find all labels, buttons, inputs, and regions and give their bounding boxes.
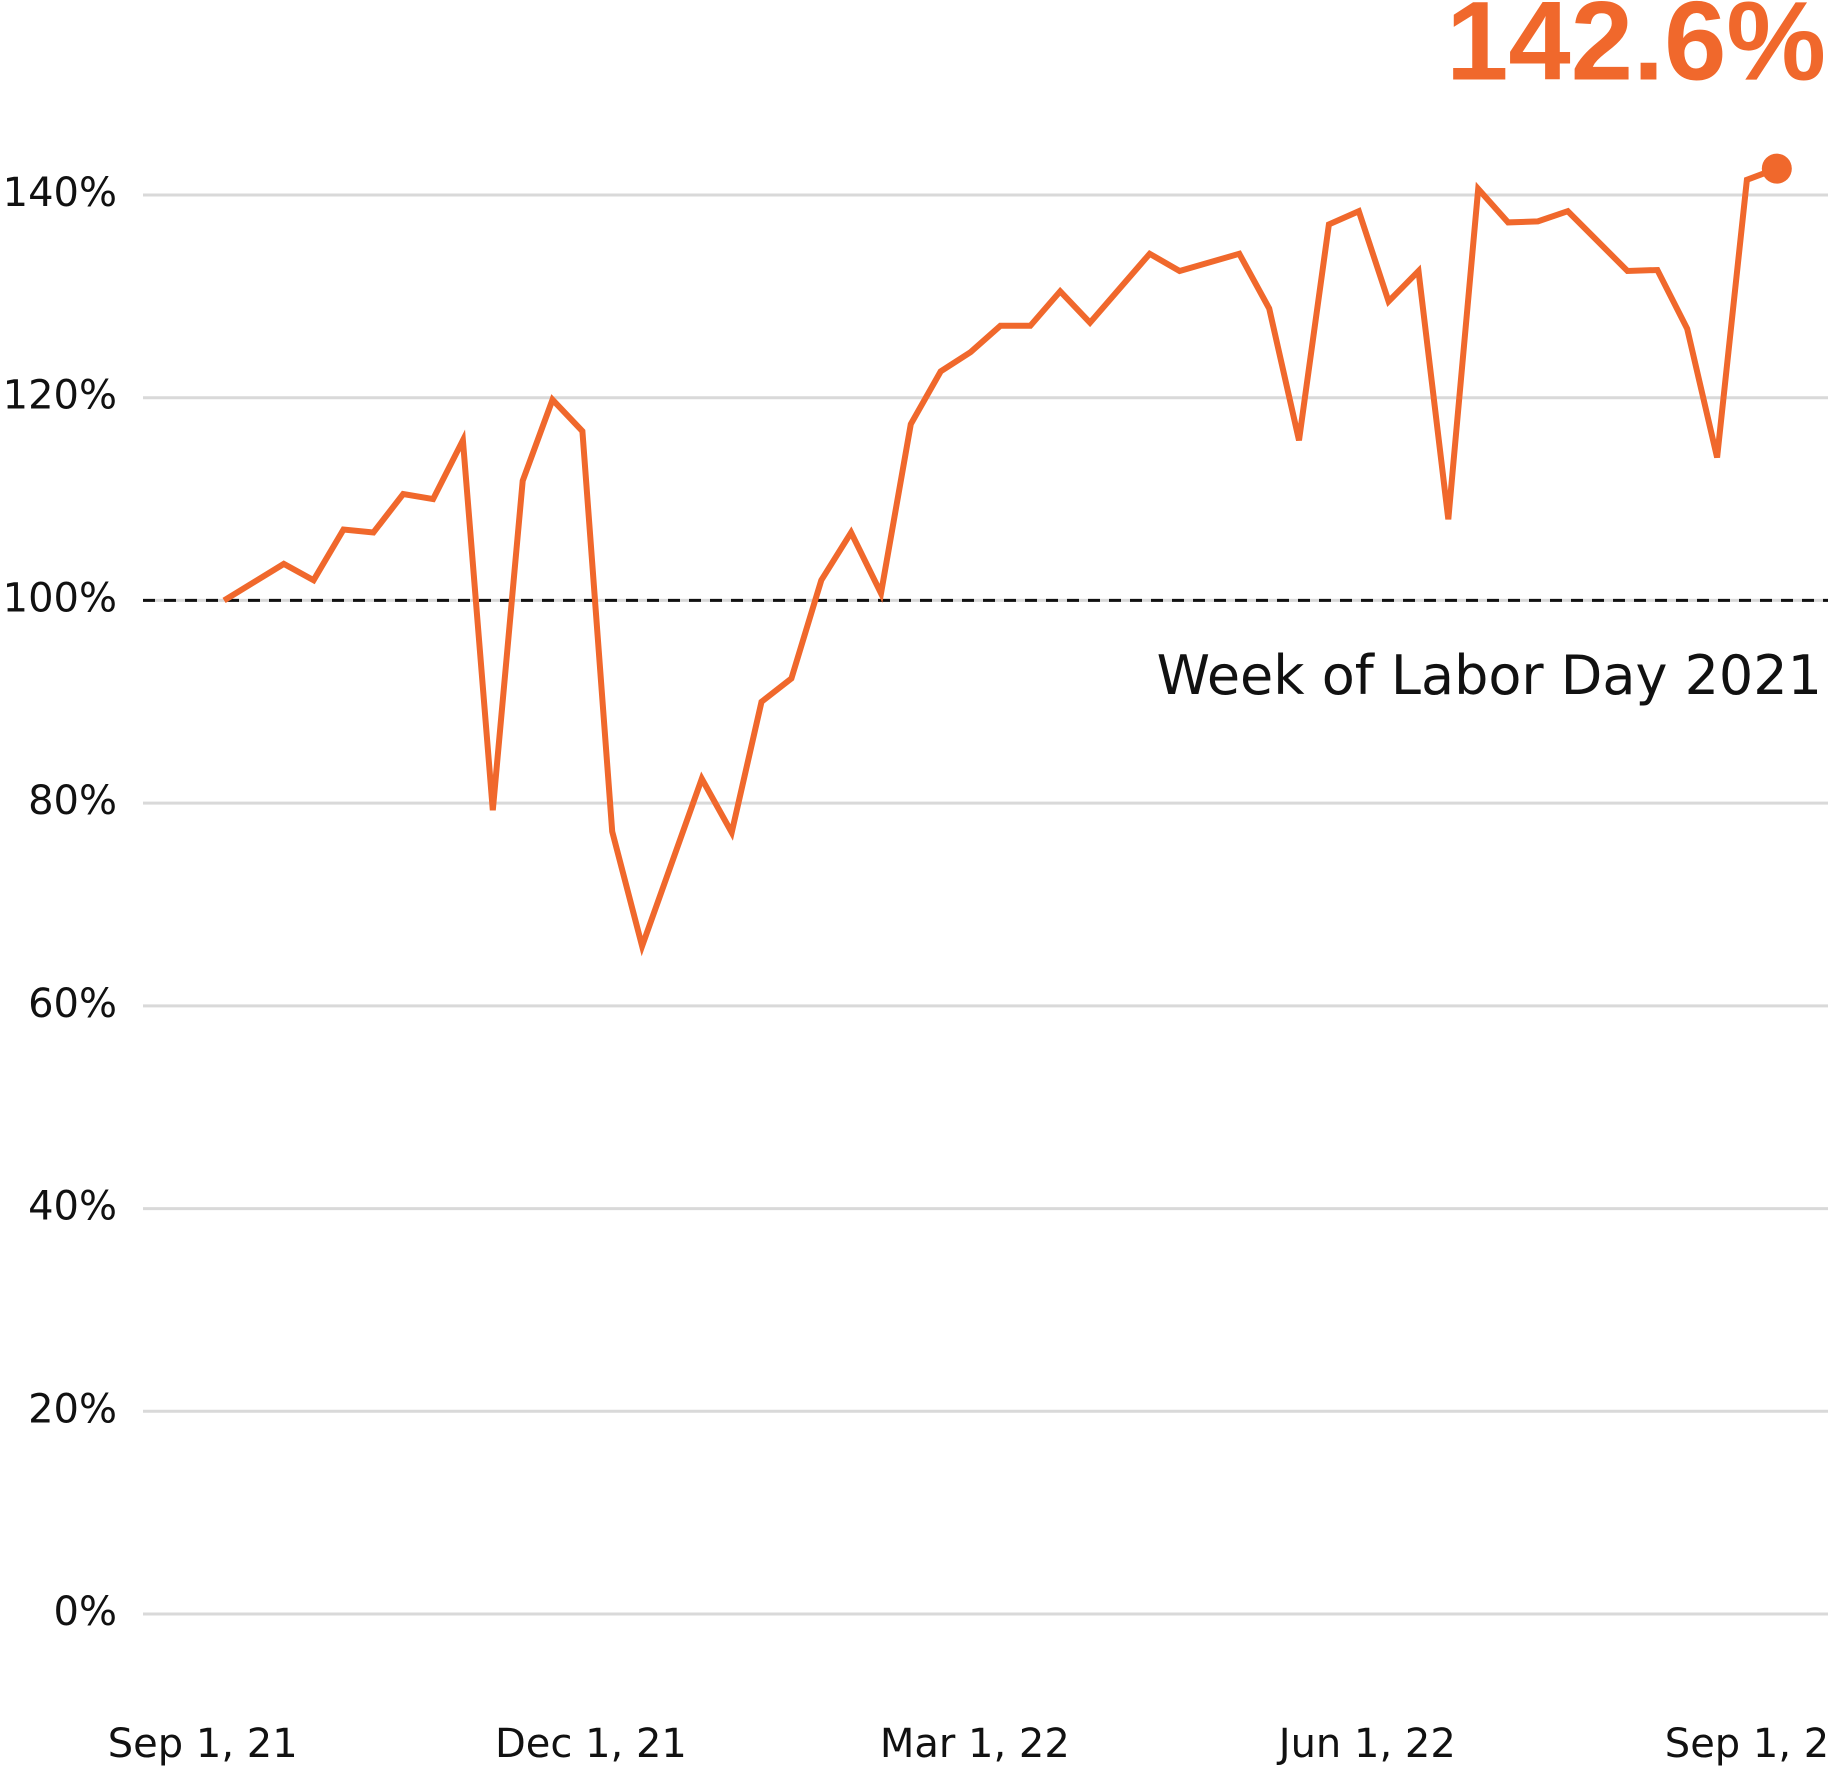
x-tick-label: Sep 1, 21	[108, 1721, 298, 1767]
end-value-label: 142.6%	[1446, 0, 1826, 104]
y-tick-label: 0%	[54, 1589, 117, 1635]
reference-label: Week of Labor Day 2021	[1157, 644, 1822, 707]
data-line	[222, 165, 1778, 957]
y-tick-label: 40%	[28, 1184, 117, 1230]
y-tick-label: 100%	[3, 575, 117, 621]
x-tick-label: Mar 1, 22	[880, 1721, 1070, 1767]
x-tick-label: Sep 1, 22	[1665, 1721, 1832, 1767]
y-tick-label: 120%	[3, 373, 117, 419]
y-tick-label: 60%	[28, 981, 117, 1027]
x-tick-label: Jun 1, 22	[1276, 1721, 1456, 1767]
end-point	[1761, 153, 1792, 184]
y-tick-label: 140%	[3, 170, 117, 216]
y-tick-label: 20%	[28, 1386, 117, 1432]
x-tick-label: Dec 1, 21	[495, 1721, 687, 1767]
y-tick-label: 80%	[28, 778, 117, 824]
